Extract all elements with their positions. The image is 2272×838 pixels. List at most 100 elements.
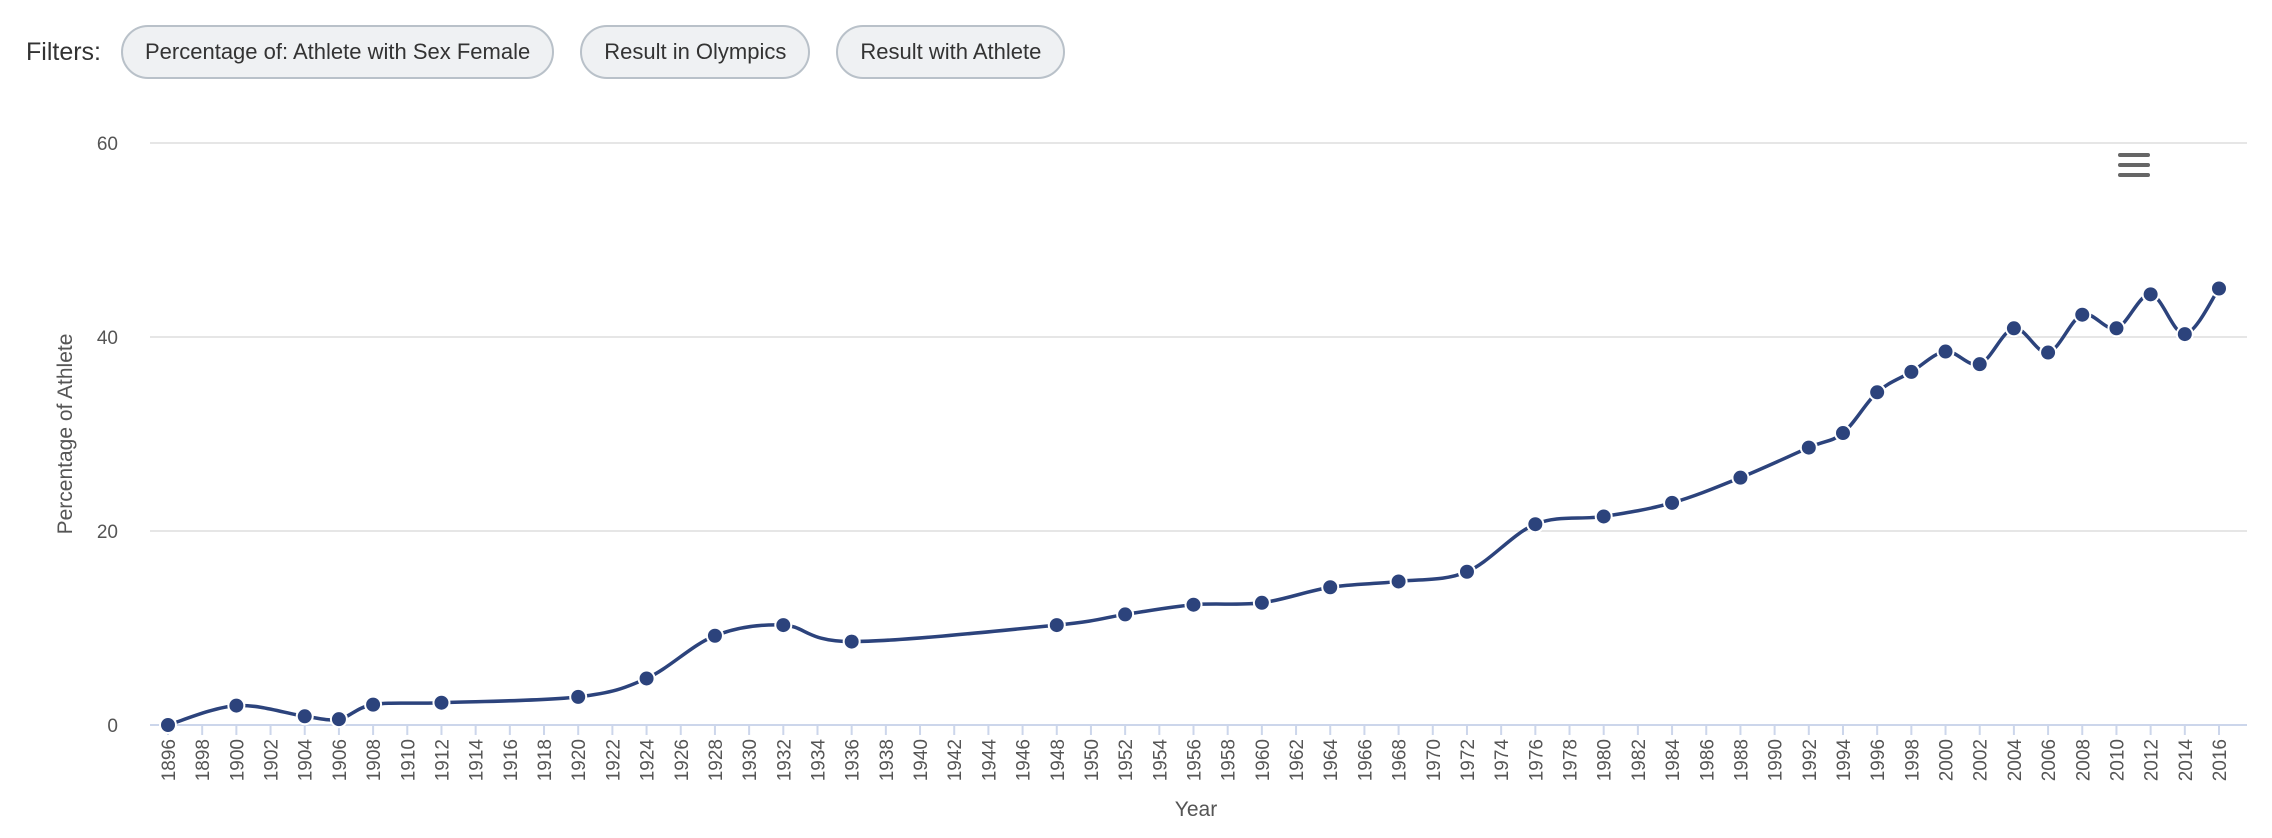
data-point[interactable] — [637, 669, 656, 688]
data-point[interactable] — [1970, 355, 1989, 374]
y-tick-label: 0 — [107, 716, 118, 737]
x-tick-label: 1990 — [1766, 739, 1787, 781]
data-point[interactable] — [2210, 279, 2228, 298]
filter-result-with-athlete[interactable]: Result with Athlete — [836, 25, 1066, 79]
data-point[interactable] — [1252, 593, 1271, 612]
x-tick-label: 1926 — [672, 739, 693, 781]
x-tick-label: 1914 — [467, 739, 488, 782]
x-tick-label: 1952 — [1116, 739, 1137, 781]
filters-label: Filters: — [26, 37, 101, 66]
data-point[interactable] — [1321, 578, 1340, 597]
x-tick-label: 1978 — [1561, 739, 1582, 781]
data-point[interactable] — [1047, 616, 1066, 635]
x-tick-label: 1968 — [1390, 739, 1411, 781]
data-point[interactable] — [705, 626, 724, 645]
data-point[interactable] — [2004, 319, 2023, 338]
data-point[interactable] — [1526, 515, 1545, 534]
data-point[interactable] — [329, 710, 348, 729]
x-tick-label: 1932 — [774, 739, 795, 781]
data-point[interactable] — [1868, 383, 1887, 402]
data-point[interactable] — [2107, 319, 2126, 338]
x-tick-label: 1964 — [1321, 739, 1342, 782]
x-tick-label: 1916 — [501, 739, 522, 781]
data-point[interactable] — [1457, 562, 1476, 581]
x-tick-label: 1984 — [1663, 739, 1684, 782]
x-tick-label: 1934 — [808, 739, 829, 782]
series-line — [167, 287, 2221, 727]
filter-percentage-female[interactable]: Percentage of: Athlete with Sex Female — [121, 25, 555, 79]
x-tick-label: 1948 — [1048, 739, 1069, 781]
x-tick-label: 2006 — [2039, 739, 2060, 781]
x-tick-label: 1920 — [569, 739, 590, 781]
data-point[interactable] — [1389, 572, 1408, 591]
data-point[interactable] — [2175, 325, 2194, 344]
x-tick-label: 1972 — [1458, 739, 1479, 781]
x-tick-label: 1998 — [1902, 739, 1923, 781]
x-tick-label: 1928 — [706, 739, 727, 781]
x-tick-label: 1974 — [1492, 739, 1513, 782]
data-point[interactable] — [2073, 305, 2092, 324]
y-axis-title: Percentage of Athlete — [54, 334, 77, 535]
x-tick-label: 1944 — [979, 739, 1000, 782]
x-tick-label: 1918 — [535, 739, 556, 781]
x-tick-label: 1900 — [227, 739, 248, 781]
filters-bar: Filters: Percentage of: Athlete with Sex… — [26, 25, 1066, 79]
x-tick-label: 1946 — [1014, 739, 1035, 781]
x-tick-label: 1996 — [1868, 739, 1889, 781]
x-tick-label: 1936 — [843, 739, 864, 781]
data-point[interactable] — [1663, 493, 1682, 512]
data-point[interactable] — [2039, 343, 2058, 362]
x-tick-label: 1904 — [296, 739, 317, 782]
data-point[interactable] — [569, 687, 588, 706]
x-tick-label: 1960 — [1253, 739, 1274, 781]
data-point[interactable] — [774, 616, 793, 635]
x-tick-label: 1992 — [1800, 739, 1821, 781]
y-tick-label: 20 — [97, 522, 118, 543]
x-tick-label: 1966 — [1355, 739, 1376, 781]
x-tick-label: 1962 — [1287, 739, 1308, 781]
x-tick-label: 2014 — [2176, 739, 2197, 782]
y-tick-label: 40 — [97, 328, 118, 349]
x-tick-label: 1922 — [603, 739, 624, 781]
hamburger-menu-icon[interactable] — [2118, 153, 2150, 179]
data-point[interactable] — [159, 716, 177, 734]
x-tick-label: 1938 — [877, 739, 898, 781]
x-tick-label: 1942 — [945, 739, 966, 781]
x-tick-label: 1982 — [1629, 739, 1650, 781]
x-tick-label: 1908 — [364, 739, 385, 781]
x-tick-label: 1906 — [330, 739, 351, 781]
data-point[interactable] — [2141, 285, 2160, 304]
x-axis-title: Year — [1175, 798, 1217, 821]
x-tick-label: 1958 — [1219, 739, 1240, 781]
data-point[interactable] — [842, 632, 861, 651]
x-tick-label: 2010 — [2107, 739, 2128, 781]
x-tick-label: 1902 — [262, 739, 283, 781]
data-point[interactable] — [432, 693, 451, 712]
x-tick-label: 1980 — [1595, 739, 1616, 781]
data-point[interactable] — [364, 695, 383, 714]
x-tick-label: 1954 — [1150, 739, 1171, 782]
x-tick-label: 1896 — [159, 739, 180, 781]
x-tick-label: 1910 — [398, 739, 419, 781]
data-point[interactable] — [1594, 507, 1613, 526]
data-point[interactable] — [1799, 438, 1818, 457]
x-tick-label: 1924 — [638, 739, 659, 782]
data-point[interactable] — [1936, 342, 1955, 361]
data-point[interactable] — [227, 696, 246, 715]
y-tick-label: 60 — [97, 134, 118, 155]
data-point[interactable] — [1902, 362, 1921, 381]
filter-result-in-olympics[interactable]: Result in Olympics — [580, 25, 811, 79]
x-tick-label: 1994 — [1834, 739, 1855, 782]
data-point[interactable] — [1116, 605, 1135, 624]
data-point[interactable] — [1731, 468, 1750, 487]
x-tick-label: 2000 — [1937, 739, 1958, 781]
x-tick-label: 2002 — [1971, 739, 1992, 781]
data-point[interactable] — [1184, 595, 1203, 614]
x-tick-label: 1930 — [740, 739, 761, 781]
x-tick-label: 1986 — [1697, 739, 1718, 781]
x-tick-label: 1940 — [911, 739, 932, 781]
data-point[interactable] — [1833, 424, 1852, 443]
data-point[interactable] — [295, 707, 314, 726]
x-tick-label: 2016 — [2210, 739, 2231, 781]
